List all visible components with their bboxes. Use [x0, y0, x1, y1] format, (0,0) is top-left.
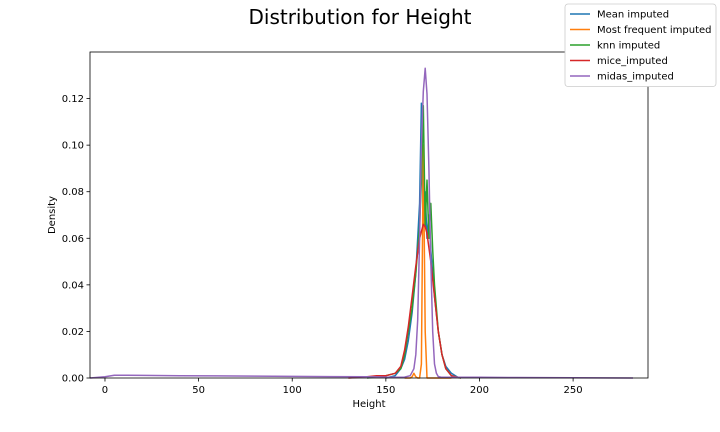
x-tick-label: 0	[102, 385, 108, 396]
y-tick-label: 0.04	[62, 280, 84, 291]
series-line-1	[404, 144, 452, 379]
y-tick-label: 0.08	[62, 187, 84, 198]
x-axis: 0 50 100 150 200 250	[102, 378, 583, 396]
legend-entry: knn imputed	[597, 41, 660, 52]
chart-title: Distribution for Height	[248, 5, 471, 29]
legend-box	[564, 3, 717, 87]
legend: Mean imputed Most frequent imputed knn imp…	[564, 3, 717, 87]
legend-entry: midas_imputed	[597, 72, 674, 83]
x-tick-label: 50	[192, 385, 205, 396]
x-tick-label: 200	[470, 385, 489, 396]
legend-entry: mice_imputed	[597, 56, 668, 67]
series-line-2	[367, 104, 461, 379]
legend-entry: Most frequent imputed	[597, 25, 712, 36]
x-axis-label: Height	[352, 399, 385, 410]
y-tick-label: 0.00	[62, 374, 84, 385]
y-tick-label: 0.12	[62, 94, 84, 105]
y-tick-label: 0.10	[62, 141, 84, 152]
y-axis-label: Density	[47, 196, 58, 234]
x-tick-label: 100	[283, 385, 302, 396]
series-group	[89, 67, 634, 379]
plot-frame	[89, 51, 649, 379]
y-axis: 0.00 0.02 0.04 0.06 0.08 0.10 0.12	[62, 94, 90, 385]
y-tick-label: 0.06	[62, 234, 84, 245]
y-tick-label: 0.02	[62, 327, 84, 338]
legend-entry: Mean imputed	[597, 10, 669, 21]
series-line-4	[89, 67, 634, 379]
x-tick-label: 150	[376, 385, 395, 396]
x-tick-label: 250	[564, 385, 583, 396]
